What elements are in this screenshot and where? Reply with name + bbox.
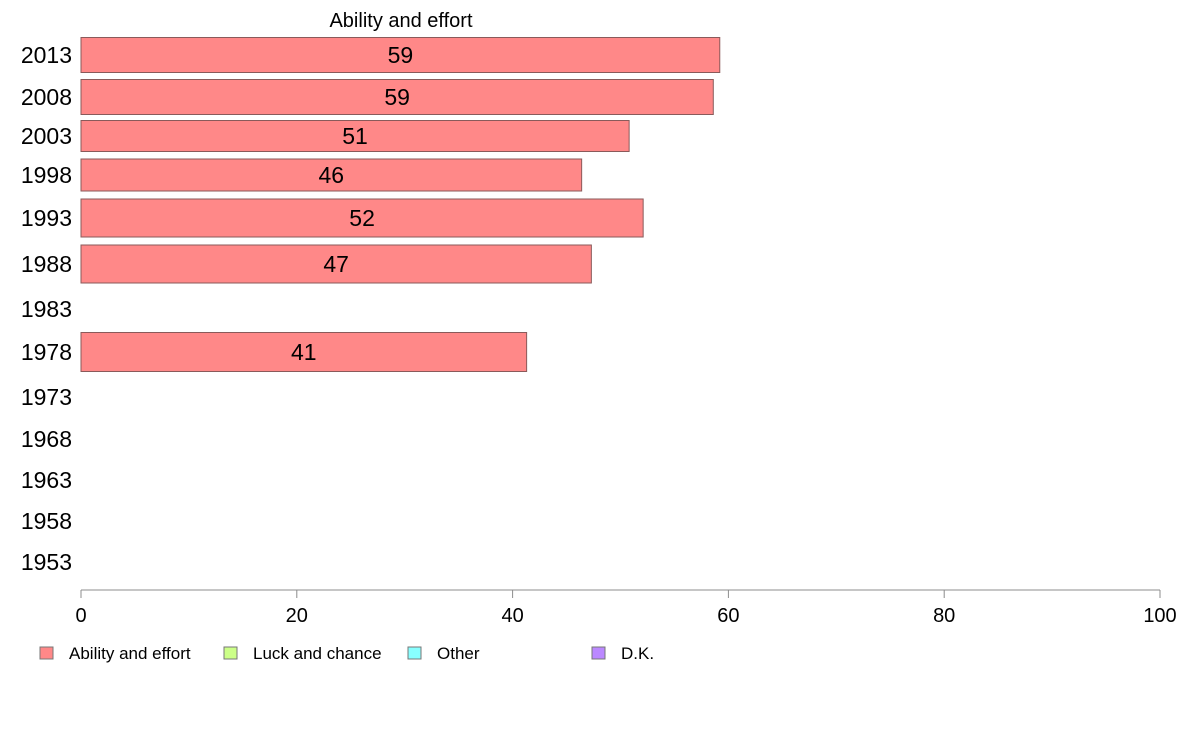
bar-value-label: 59 (384, 84, 410, 110)
chart-title: Ability and effort (329, 10, 472, 32)
bar-value-label: 47 (323, 251, 349, 277)
legend-swatch (39, 646, 54, 660)
y-tick-label: 1983 (21, 296, 72, 322)
legend-swatch (223, 646, 238, 660)
legend-swatch (407, 646, 422, 660)
y-tick-label: 1963 (21, 467, 72, 493)
y-tick-label: 1953 (21, 549, 72, 575)
x-tick-label: 40 (501, 605, 523, 627)
bar (80, 332, 528, 372)
y-tick-label: 1998 (21, 162, 72, 188)
bar-value-label: 46 (319, 162, 345, 188)
x-tick-label: 20 (286, 605, 308, 627)
legend-label: Luck and chance (253, 644, 382, 663)
bar (80, 120, 630, 152)
x-tick-label: 0 (75, 605, 86, 627)
bar-value-label: 51 (342, 123, 368, 149)
x-tick-label: 60 (717, 605, 739, 627)
legend-swatch (591, 646, 606, 660)
y-tick-labels: 2013 2008 2003 1998 1993 1988 1983 1978 1973 1968… (21, 42, 72, 575)
y-tick-label: 1958 (21, 508, 72, 534)
y-tick-label: 1993 (21, 205, 72, 231)
y-tick-label: 1973 (21, 384, 72, 410)
bar-value-label: 52 (349, 205, 375, 231)
legend: Ability and effort Luck and chance Other D.… (39, 644, 654, 663)
bar (80, 198, 644, 238)
y-tick-label: 2003 (21, 123, 72, 149)
bar (80, 37, 721, 73)
bar (80, 244, 592, 284)
x-tick-label: 80 (933, 605, 955, 627)
x-axis: 0 20 40 60 80 100 (75, 589, 1177, 627)
bar (80, 79, 714, 115)
y-tick-label: 2013 (21, 42, 72, 68)
legend-label: Other (437, 644, 480, 663)
x-tick-label: 100 (1143, 605, 1176, 627)
y-tick-label: 1978 (21, 339, 72, 365)
bar (80, 158, 583, 192)
legend-label: D.K. (621, 644, 654, 663)
y-tick-label: 2008 (21, 84, 72, 110)
legend-label: Ability and effort (69, 644, 191, 663)
bar-value-label: 59 (388, 42, 414, 68)
bar-value-label: 41 (291, 339, 317, 365)
y-tick-label: 1968 (21, 426, 72, 452)
y-tick-label: 1988 (21, 251, 72, 277)
